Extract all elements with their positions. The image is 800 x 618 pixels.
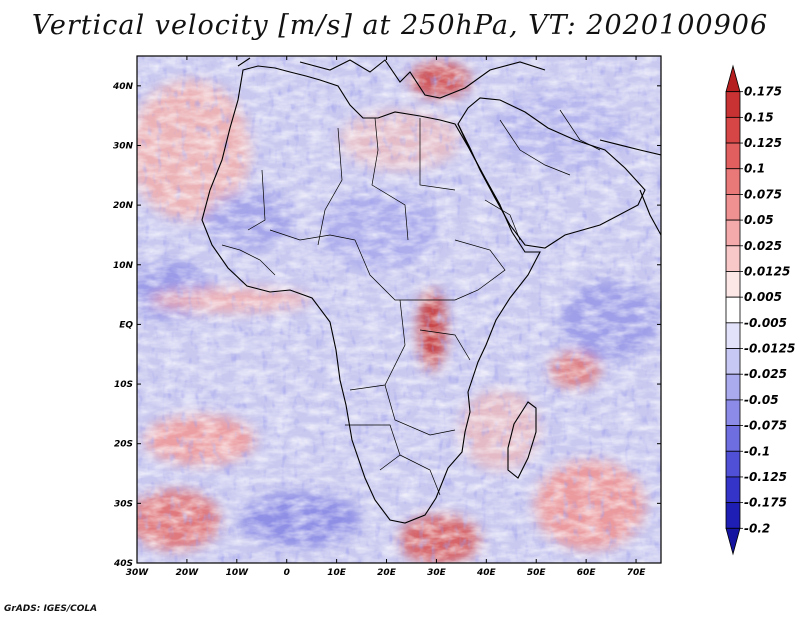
country-borders — [221, 109, 601, 496]
lat-label: EQ — [119, 320, 133, 330]
latitude-labels: 40N 30N 20N 10N EQ 10S 20S 30S 40S — [112, 82, 134, 569]
colorbar-swatch — [725, 142, 741, 170]
colorbar-label: -0.175 — [744, 496, 787, 510]
colorbar-label: -0.075 — [744, 419, 787, 433]
colorbar-swatch — [725, 322, 741, 349]
lon-label: 10W — [226, 568, 250, 578]
lon-label: 60E — [577, 568, 597, 578]
asia-coastline — [599, 139, 661, 236]
colorbar-label: 0.0125 — [744, 264, 790, 278]
europe-coastline — [237, 57, 546, 99]
colorbar-label: -0.2 — [744, 521, 770, 535]
colorbar-label: 0.15 — [744, 110, 774, 124]
lat-label: 30S — [114, 499, 133, 509]
map-title: Vertical velocity [m/s] at 250hPa, VT: 2… — [31, 10, 769, 41]
colorbar-swatch — [725, 399, 741, 426]
colorbar-label: -0.1 — [744, 444, 770, 458]
lon-label: 40E — [476, 568, 497, 578]
colorbar-swatch — [725, 245, 741, 272]
red-sea — [457, 123, 501, 206]
colorbar-label: 0.075 — [744, 187, 782, 201]
lon-label: 30E — [427, 568, 447, 578]
colorbar-label: 0.025 — [744, 239, 782, 253]
colorbar-swatch — [725, 116, 741, 144]
colorbar-label: -0.125 — [744, 470, 787, 484]
colorbar-swatch — [725, 348, 741, 375]
colorbar-swatch — [725, 296, 741, 324]
colorbar-swatch — [725, 425, 741, 452]
colorbar-label: 0.125 — [744, 136, 782, 150]
coastlines — [201, 57, 661, 524]
colorbar-label: 0.05 — [744, 213, 774, 227]
colorbar-swatch — [725, 476, 741, 504]
lon-label: 20W — [176, 568, 200, 578]
madagascar-coastline — [507, 401, 537, 479]
lat-label: 10N — [113, 261, 134, 271]
lat-label: 20N — [113, 201, 134, 211]
plot-frame — [136, 55, 662, 564]
colorbar-top-arrow — [725, 64, 741, 93]
colorbar-label: 0.1 — [744, 162, 765, 176]
colorbar-swatch — [725, 271, 741, 298]
lon-label: 20E — [377, 568, 397, 578]
colorbar-swatch — [725, 450, 741, 478]
lat-label: 30N — [113, 141, 134, 151]
colorbar-swatch — [725, 373, 741, 401]
lon-label: 0 — [284, 568, 290, 578]
colorbar-label: -0.005 — [744, 316, 787, 330]
colorbar-label: 0.175 — [744, 85, 782, 99]
colorbar-label: -0.0125 — [744, 342, 795, 356]
colorbar: 0.175 0.15 0.125 0.1 0.075 0.05 0.025 0.0125 0.0… — [725, 64, 795, 556]
colorbar-label: 0.005 — [744, 290, 782, 304]
vertical-velocity-field — [137, 56, 661, 563]
africa-coastline — [201, 65, 541, 524]
lon-label: 70E — [627, 568, 647, 578]
lon-label: 30W — [126, 568, 150, 578]
colorbar-swatch — [725, 194, 741, 221]
lon-label: 50E — [527, 568, 547, 578]
lat-label: 10S — [114, 380, 133, 390]
footer-credit: GrADS: IGES/COLA — [4, 604, 98, 614]
lat-label: 40N — [112, 82, 134, 92]
colorbar-swatch — [725, 502, 741, 529]
colorbar-label: -0.025 — [744, 367, 787, 381]
colorbar-swatch — [725, 168, 741, 195]
colorbar-bottom-arrow — [725, 527, 741, 556]
axis-ticks — [136, 56, 661, 564]
colorbar-label: -0.05 — [744, 393, 779, 407]
lat-label: 20S — [114, 440, 133, 450]
lon-label: 10E — [327, 568, 347, 578]
colorbar-swatch — [725, 91, 741, 118]
arabia-coastline — [457, 97, 646, 249]
longitude-labels: 30W 20W 10W 0 10E 20E 30E 40E 50E 60E 70E — [126, 568, 646, 578]
lat-label: 40S — [113, 559, 133, 569]
colorbar-swatch — [725, 219, 741, 247]
